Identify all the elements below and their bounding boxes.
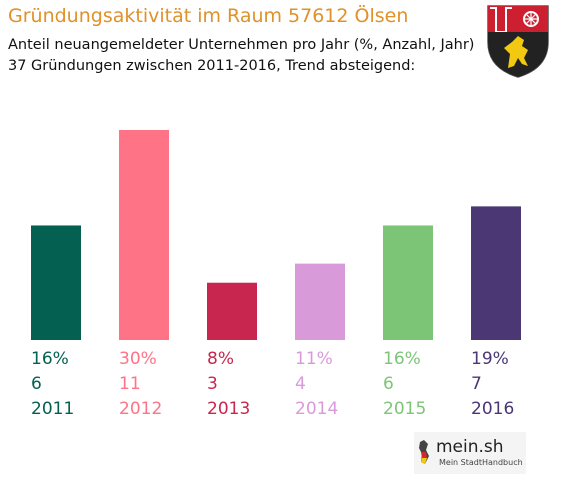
chart-subtitle-line-1: Anteil neuangemeldeter Unternehmen pro J… (8, 37, 475, 53)
labels-group: 16% 6 2011 30% 11 2012 8% 3 2013 11% 4 2014 16% 6 2015… (31, 349, 514, 419)
year-label-2014: 2014 (295, 399, 338, 419)
percent-label-2011: 16% (31, 349, 69, 369)
bar-2015 (383, 225, 433, 340)
count-label-2012: 11 (119, 374, 141, 394)
logo-text: mein.sh (436, 437, 504, 457)
percent-label-2015: 16% (383, 349, 421, 369)
chart-title: Gründungsaktivität im Raum 57612 Ölsen (8, 5, 409, 27)
count-label-2015: 6 (383, 374, 394, 394)
percent-label-2014: 11% (295, 349, 333, 369)
logo-tagline: Mein StadtHandbuch (439, 458, 523, 467)
bar-2014 (295, 263, 345, 340)
year-label-2011: 2011 (31, 399, 74, 419)
bar-2016 (471, 206, 521, 340)
mein-sh-logo (414, 432, 526, 474)
bar-chart: 16% 6 2011 30% 11 2012 8% 3 2013 11% 4 2014 16% 6 2015… (31, 130, 521, 419)
count-label-2016: 7 (471, 374, 482, 394)
year-label-2016: 2016 (471, 399, 514, 419)
percent-label-2013: 8% (207, 349, 234, 369)
year-label-2015: 2015 (383, 399, 426, 419)
bars-group (31, 130, 521, 340)
bar-2013 (207, 282, 257, 340)
chart-subtitle-line-2: 37 Gründungen zwischen 2011-2016, Trend … (8, 58, 416, 74)
count-label-2014: 4 (295, 374, 306, 394)
year-label-2013: 2013 (207, 399, 250, 419)
count-label-2011: 6 (31, 374, 42, 394)
coat-of-arms-icon (487, 5, 549, 78)
year-label-2012: 2012 (119, 399, 162, 419)
bar-2011 (31, 225, 81, 340)
percent-label-2012: 30% (119, 349, 157, 369)
count-label-2013: 3 (207, 374, 218, 394)
bar-2012 (119, 130, 169, 340)
percent-label-2016: 19% (471, 349, 509, 369)
